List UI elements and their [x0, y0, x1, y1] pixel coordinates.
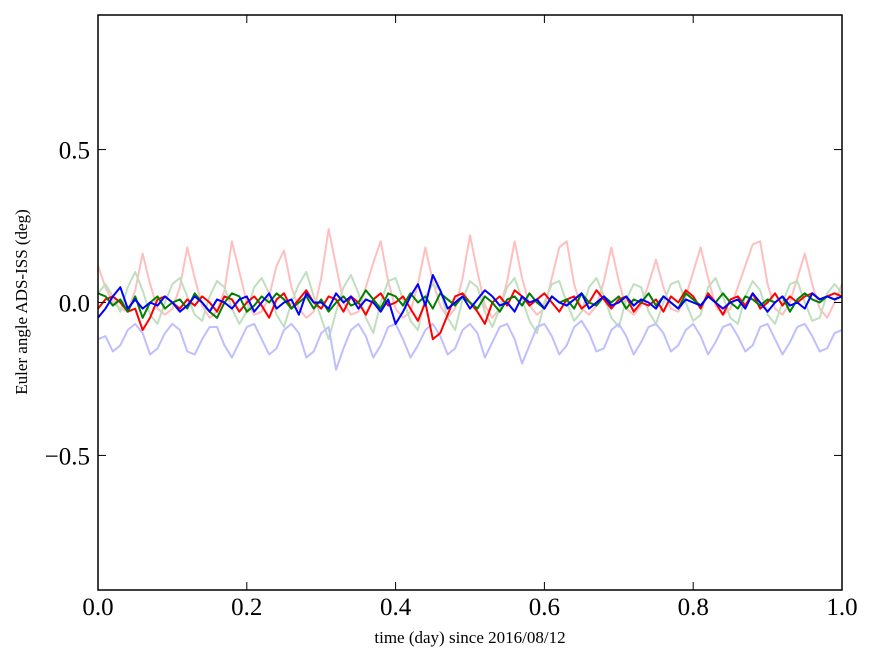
- x-tick-label: 0.0: [82, 594, 113, 621]
- y-axis-label: Euler angle ADS-ISS (deg): [12, 209, 31, 395]
- x-tick-label: 0.8: [678, 594, 709, 621]
- x-tick-label: 0.2: [231, 594, 262, 621]
- x-axis-label: time (day) since 2016/08/12: [374, 628, 565, 647]
- series-line: [97, 319, 843, 371]
- x-tick-label: 1.0: [826, 594, 857, 621]
- y-tick-label: 0.0: [59, 291, 90, 318]
- series-line: [97, 228, 843, 319]
- x-tick-label: 0.6: [529, 594, 560, 621]
- series-line: [97, 289, 843, 319]
- series-line: [97, 273, 843, 325]
- x-tick-label: 0.4: [380, 594, 412, 621]
- series-line: [97, 270, 843, 341]
- y-tick-label: −0.5: [45, 443, 90, 470]
- y-tick-label: 0.5: [59, 138, 90, 165]
